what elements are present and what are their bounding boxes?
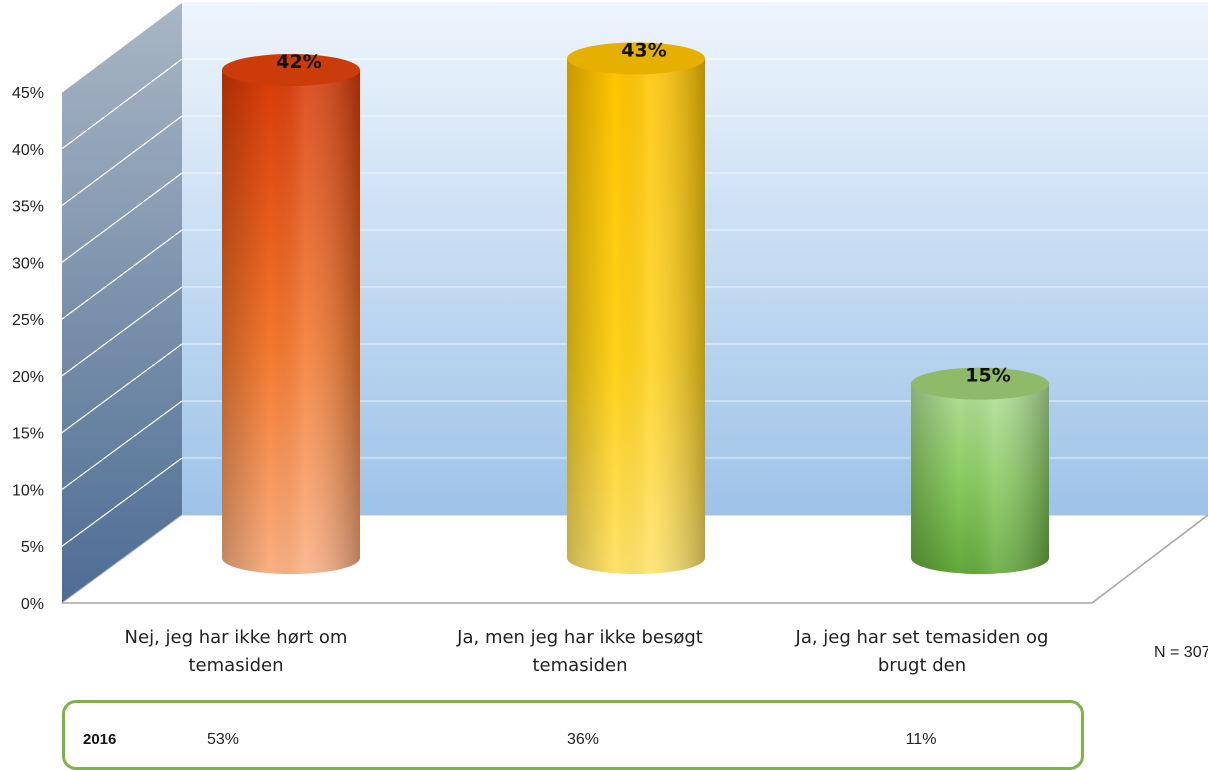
comparison-value-2: 36% xyxy=(566,731,600,748)
category-label: brugt den xyxy=(878,655,966,676)
gridline-side xyxy=(61,343,183,434)
data-label: 42% xyxy=(276,51,321,73)
category-label: Ja, jeg har set temasiden og xyxy=(795,627,1049,648)
data-label: 15% xyxy=(965,365,1010,387)
gridline-side xyxy=(61,115,183,207)
gridline-side xyxy=(61,400,183,490)
bar-shading xyxy=(222,70,360,574)
y-tick-label: 0% xyxy=(21,596,44,613)
comparison-value-3: 11% xyxy=(905,731,937,748)
category-label: Ja, men jeg har ikke besøgt xyxy=(456,627,703,648)
bar-top xyxy=(222,54,360,86)
comparison-value-1: 53% xyxy=(206,731,240,748)
comparison-year: 2016 xyxy=(83,731,117,748)
bar-shading xyxy=(567,58,705,574)
y-tick-label: 30% xyxy=(12,255,44,272)
gridline-side xyxy=(61,286,183,377)
data-label: 43% xyxy=(621,39,666,61)
bar-3: 15% xyxy=(911,365,1049,574)
y-tick-label: 35% xyxy=(12,199,44,216)
gridline-side xyxy=(61,172,183,263)
y-tick-label: 25% xyxy=(12,312,44,329)
gridline-side xyxy=(61,457,183,547)
comparison-2016-box: 2016 53% 36% 11% xyxy=(62,700,1084,770)
bar-chart: 0% 5% 10% 15% 20% 25% 30% 35% 40% 45% 42% 43% 15% N… xyxy=(12,1,1208,676)
bar-2: 43% xyxy=(567,39,705,574)
chart-side-wall xyxy=(62,2,182,603)
bar-1: 42% xyxy=(222,51,360,574)
gridline-side xyxy=(61,229,183,320)
y-tick-label: 40% xyxy=(12,142,44,159)
gridline-side xyxy=(61,58,183,150)
category-label: Nej, jeg har ikke hørt om xyxy=(125,627,348,648)
bar-shading xyxy=(911,383,1049,574)
category-label: temasiden xyxy=(533,655,628,676)
floor-right-edge xyxy=(1091,514,1208,604)
y-tick-label: 10% xyxy=(12,482,44,499)
gridline-side xyxy=(61,1,183,93)
y-tick-label: 5% xyxy=(21,539,44,556)
category-label: temasiden xyxy=(189,655,284,676)
bar-top xyxy=(567,42,705,75)
sample-size-note: N = 307 xyxy=(1154,644,1208,661)
y-tick-label: 20% xyxy=(12,369,44,386)
bar-top xyxy=(911,367,1049,400)
y-tick-label: 15% xyxy=(12,426,44,443)
y-tick-label: 45% xyxy=(12,85,44,102)
